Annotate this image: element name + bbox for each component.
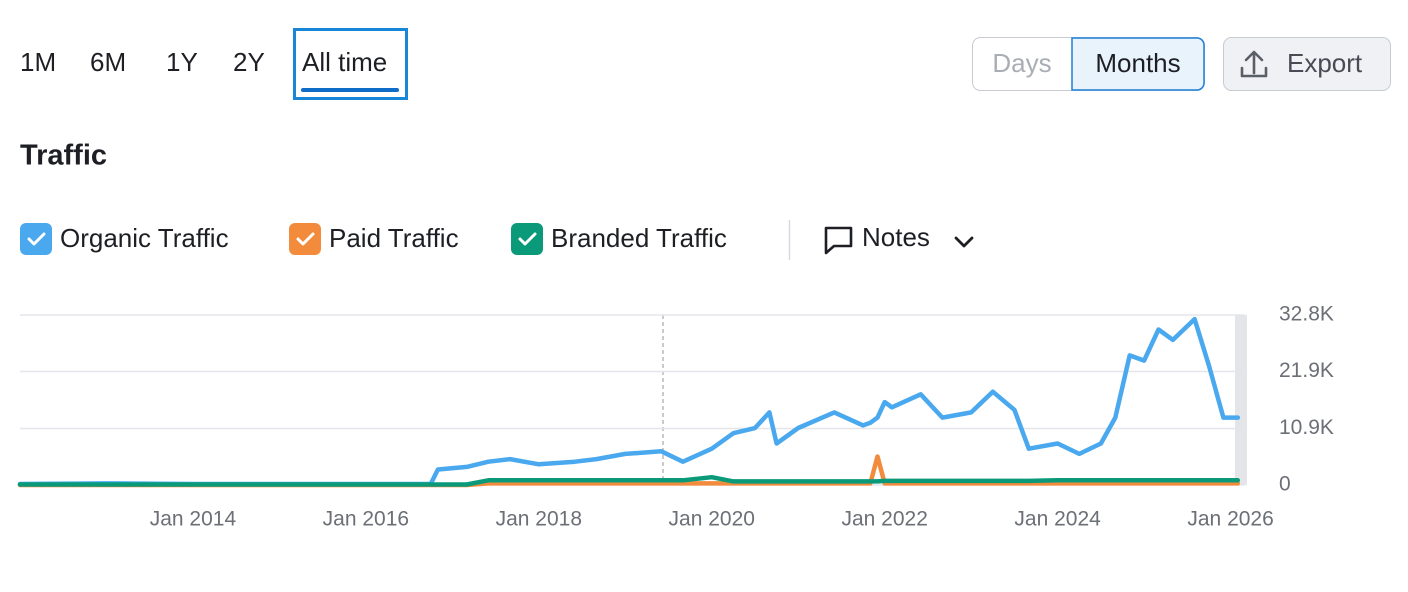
export-label[interactable]: Export <box>1287 48 1363 78</box>
y-tick-label: 0 <box>1279 473 1291 496</box>
legend-check <box>27 232 46 246</box>
series-line <box>17 474 1241 487</box>
legend: Organic Traffic Paid Traffic Branded Traff… <box>20 223 727 255</box>
x-tick-label: Jan 2018 <box>496 508 582 531</box>
x-tick-label: Jan 2020 <box>669 508 755 531</box>
plot: 0 10.9K 21.9K 32.8K Jan 2014 Jan 2016 Jan 2018… <box>17 303 1334 531</box>
focus-ring <box>293 28 408 100</box>
legend-label[interactable]: Branded Traffic <box>551 223 727 253</box>
toggle-option[interactable]: Days <box>992 48 1051 78</box>
x-tick-label: Jan 2016 <box>323 508 409 531</box>
active-underline <box>301 88 399 92</box>
legend-checkbox[interactable] <box>511 223 543 255</box>
legend-label[interactable]: Organic Traffic <box>60 223 229 253</box>
toggle-option[interactable]: Months <box>1095 48 1180 78</box>
toggle-active <box>1071 37 1205 91</box>
range-tab[interactable]: 1Y <box>166 47 198 77</box>
y-tick-label: 21.9K <box>1279 359 1334 382</box>
series-line <box>17 316 1241 487</box>
range-tab[interactable]: 1M <box>20 47 56 77</box>
y-tick-label: 32.8K <box>1279 303 1334 326</box>
chart-title: Traffic <box>20 140 107 172</box>
legend-check <box>518 232 537 246</box>
legend-checkbox[interactable] <box>20 223 52 255</box>
export-icon <box>1240 50 1268 78</box>
legend-label[interactable]: Paid Traffic <box>329 223 459 253</box>
notes-button[interactable]: Notes <box>862 222 930 252</box>
x-tick-label: Jan 2014 <box>150 508 237 531</box>
notes-chevron[interactable] <box>954 236 974 248</box>
legend-checkbox[interactable] <box>289 223 321 255</box>
x-tick-label: Jan 2026 <box>1187 508 1273 531</box>
range-edge <box>1235 315 1247 485</box>
x-tick-label: Jan 2022 <box>841 508 927 531</box>
range-tab[interactable]: 2Y <box>233 47 265 77</box>
notes-icon <box>824 226 853 255</box>
range-tab-active[interactable]: All time <box>302 47 387 77</box>
y-tick-label: 10.9K <box>1279 416 1334 439</box>
legend-check <box>296 232 315 246</box>
x-tick-label: Jan 2024 <box>1014 508 1101 531</box>
range-tab[interactable]: 6M <box>90 47 126 77</box>
